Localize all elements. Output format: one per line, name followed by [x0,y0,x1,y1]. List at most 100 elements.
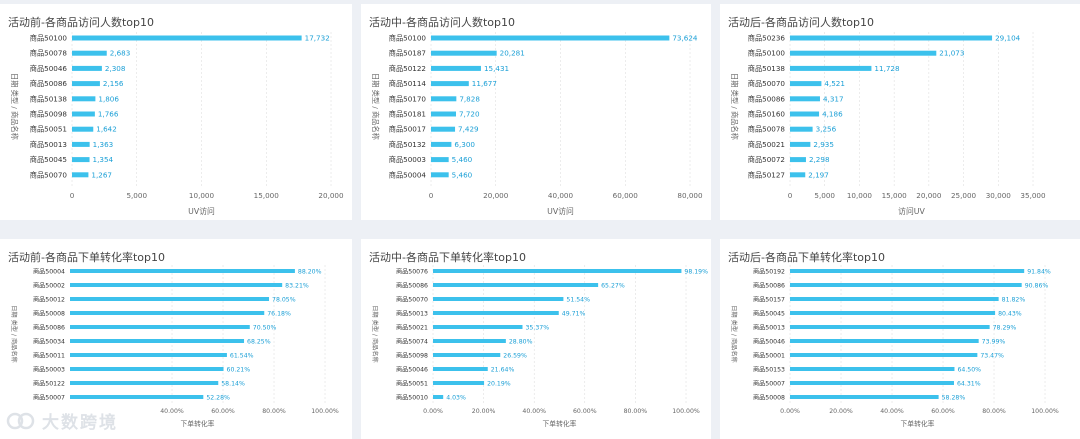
category-label: 商品50181 [389,110,426,119]
category-label: 商品50138 [30,94,68,103]
x-tick-label: 5,000 [126,191,147,200]
data-label: 61.54% [230,353,254,360]
bar [790,297,999,301]
bar [70,367,224,371]
x-axis-title: 下单转化率 [181,419,215,428]
bar [70,283,283,287]
category-label: 商品50045 [30,155,67,164]
x-axis-title: 下单转化率 [901,419,935,428]
x-tick-label: 100.00% [672,408,700,415]
chart-svg: 0 5,000 10,000 15,000 20,000 25,000 30,000 35,0… [730,32,1046,216]
bar [70,339,245,343]
data-label: 64.50% [957,367,981,374]
x-tick-label: 100.00% [1031,408,1059,415]
x-tick-label: 60.00% [931,408,955,415]
bar [431,65,481,71]
x-tick-label: 20,000 [916,191,942,200]
bar [431,50,497,56]
bar [790,339,979,343]
category-label: 商品50100 [30,34,68,43]
x-tick-label: 40.00% [522,408,546,415]
x-tick-label: 35,000 [1020,191,1046,200]
data-label: 58.14% [221,381,245,388]
x-tick-label: 0 [429,191,434,200]
category-label: 商品50122 [389,64,426,73]
x-tick-label: 20.00% [472,408,496,415]
x-tick-label: 40,000 [548,191,574,200]
chart-panel-conv-before: 活动前-各商品下单转化率top10 40.00% 60.00% 80.00% 100.… [0,239,352,439]
bar [433,367,488,371]
category-label: 商品50017 [389,125,426,134]
category-label: 商品50187 [389,49,426,58]
bar [72,141,90,147]
chart-svg: 0.00% 20.00% 40.00% 60.00% 80.00% 100.00% 下单转化… [371,265,708,428]
x-tick-label: 100.00% [311,408,339,415]
x-tick-label: 15,000 [882,191,908,200]
data-label: 2,298 [809,155,830,164]
bar [790,325,990,329]
bar [72,65,102,71]
category-label: 商品50160 [748,110,786,119]
category-label: 商品50011 [33,352,65,360]
data-label: 70.50% [253,325,277,332]
data-label: 1,267 [91,170,112,179]
x-tick-label: 60.00% [573,408,597,415]
data-label: 65.27% [601,283,625,290]
x-tick-label: 0.00% [780,408,800,415]
data-label: 7,828 [459,94,480,103]
data-label: 1,806 [98,94,119,103]
data-label: 1,642 [96,125,117,134]
bar [433,269,682,273]
x-tick-label: 20,000 [318,191,344,200]
x-tick-label: 0 [70,191,75,200]
data-label: 98.19% [684,269,708,276]
data-label: 2,197 [808,170,829,179]
category-label: 商品50086 [396,282,428,290]
data-label: 6,300 [454,140,475,149]
data-label: 2,683 [110,49,131,58]
bar [72,111,95,117]
bar [431,157,449,163]
data-label: 3,256 [816,125,837,134]
x-tick-label: 80,000 [677,191,703,200]
category-label: 商品50004 [33,268,65,276]
bar [431,111,456,117]
x-tick-label: 40.00% [880,408,904,415]
data-label: 2,308 [105,64,126,73]
category-label: 商品50100 [389,34,427,43]
bar [70,311,265,315]
chart-svg: 0 20,000 40,000 60,000 80,000 UV访问 日期 类型 / 商品名… [371,32,703,216]
bar [790,311,996,315]
bar [790,395,939,399]
data-label: 21.64% [491,367,515,374]
data-label: 29,104 [995,34,1021,43]
bar [790,111,820,117]
bar [790,35,993,41]
category-label: 商品50021 [748,140,785,149]
category-label: 商品50046 [30,64,68,73]
chart-panel-conv-after: 活动后-各商品下单转化率top10 0.00% 20.00% 40.00% 60.00… [720,239,1080,439]
category-label: 商品50070 [396,296,428,304]
bar [790,96,820,102]
chart-title: 活动后-各商品下单转化率top10 [728,251,885,264]
category-label: 商品50122 [33,380,65,388]
data-label: 4,317 [823,94,844,103]
x-tick-label: 30,000 [986,191,1012,200]
x-tick-label: 10,000 [847,191,873,200]
bar [72,172,89,178]
data-label: 20.19% [487,381,511,388]
data-label: 78.05% [272,297,296,304]
data-label: 73.99% [982,339,1006,346]
bar [790,50,937,56]
x-tick-label: 0 [788,191,793,200]
category-label: 商品50021 [396,324,428,332]
bar [790,126,813,132]
data-label: 64.31% [957,381,981,388]
bar [70,381,219,385]
data-label: 4,186 [822,110,843,119]
data-label: 2,935 [813,140,834,149]
chart-title: 活动后-各商品访问人数top10 [728,16,874,29]
data-label: 73.47% [980,353,1004,360]
category-label: 商品50100 [748,49,786,58]
bar [433,283,599,287]
